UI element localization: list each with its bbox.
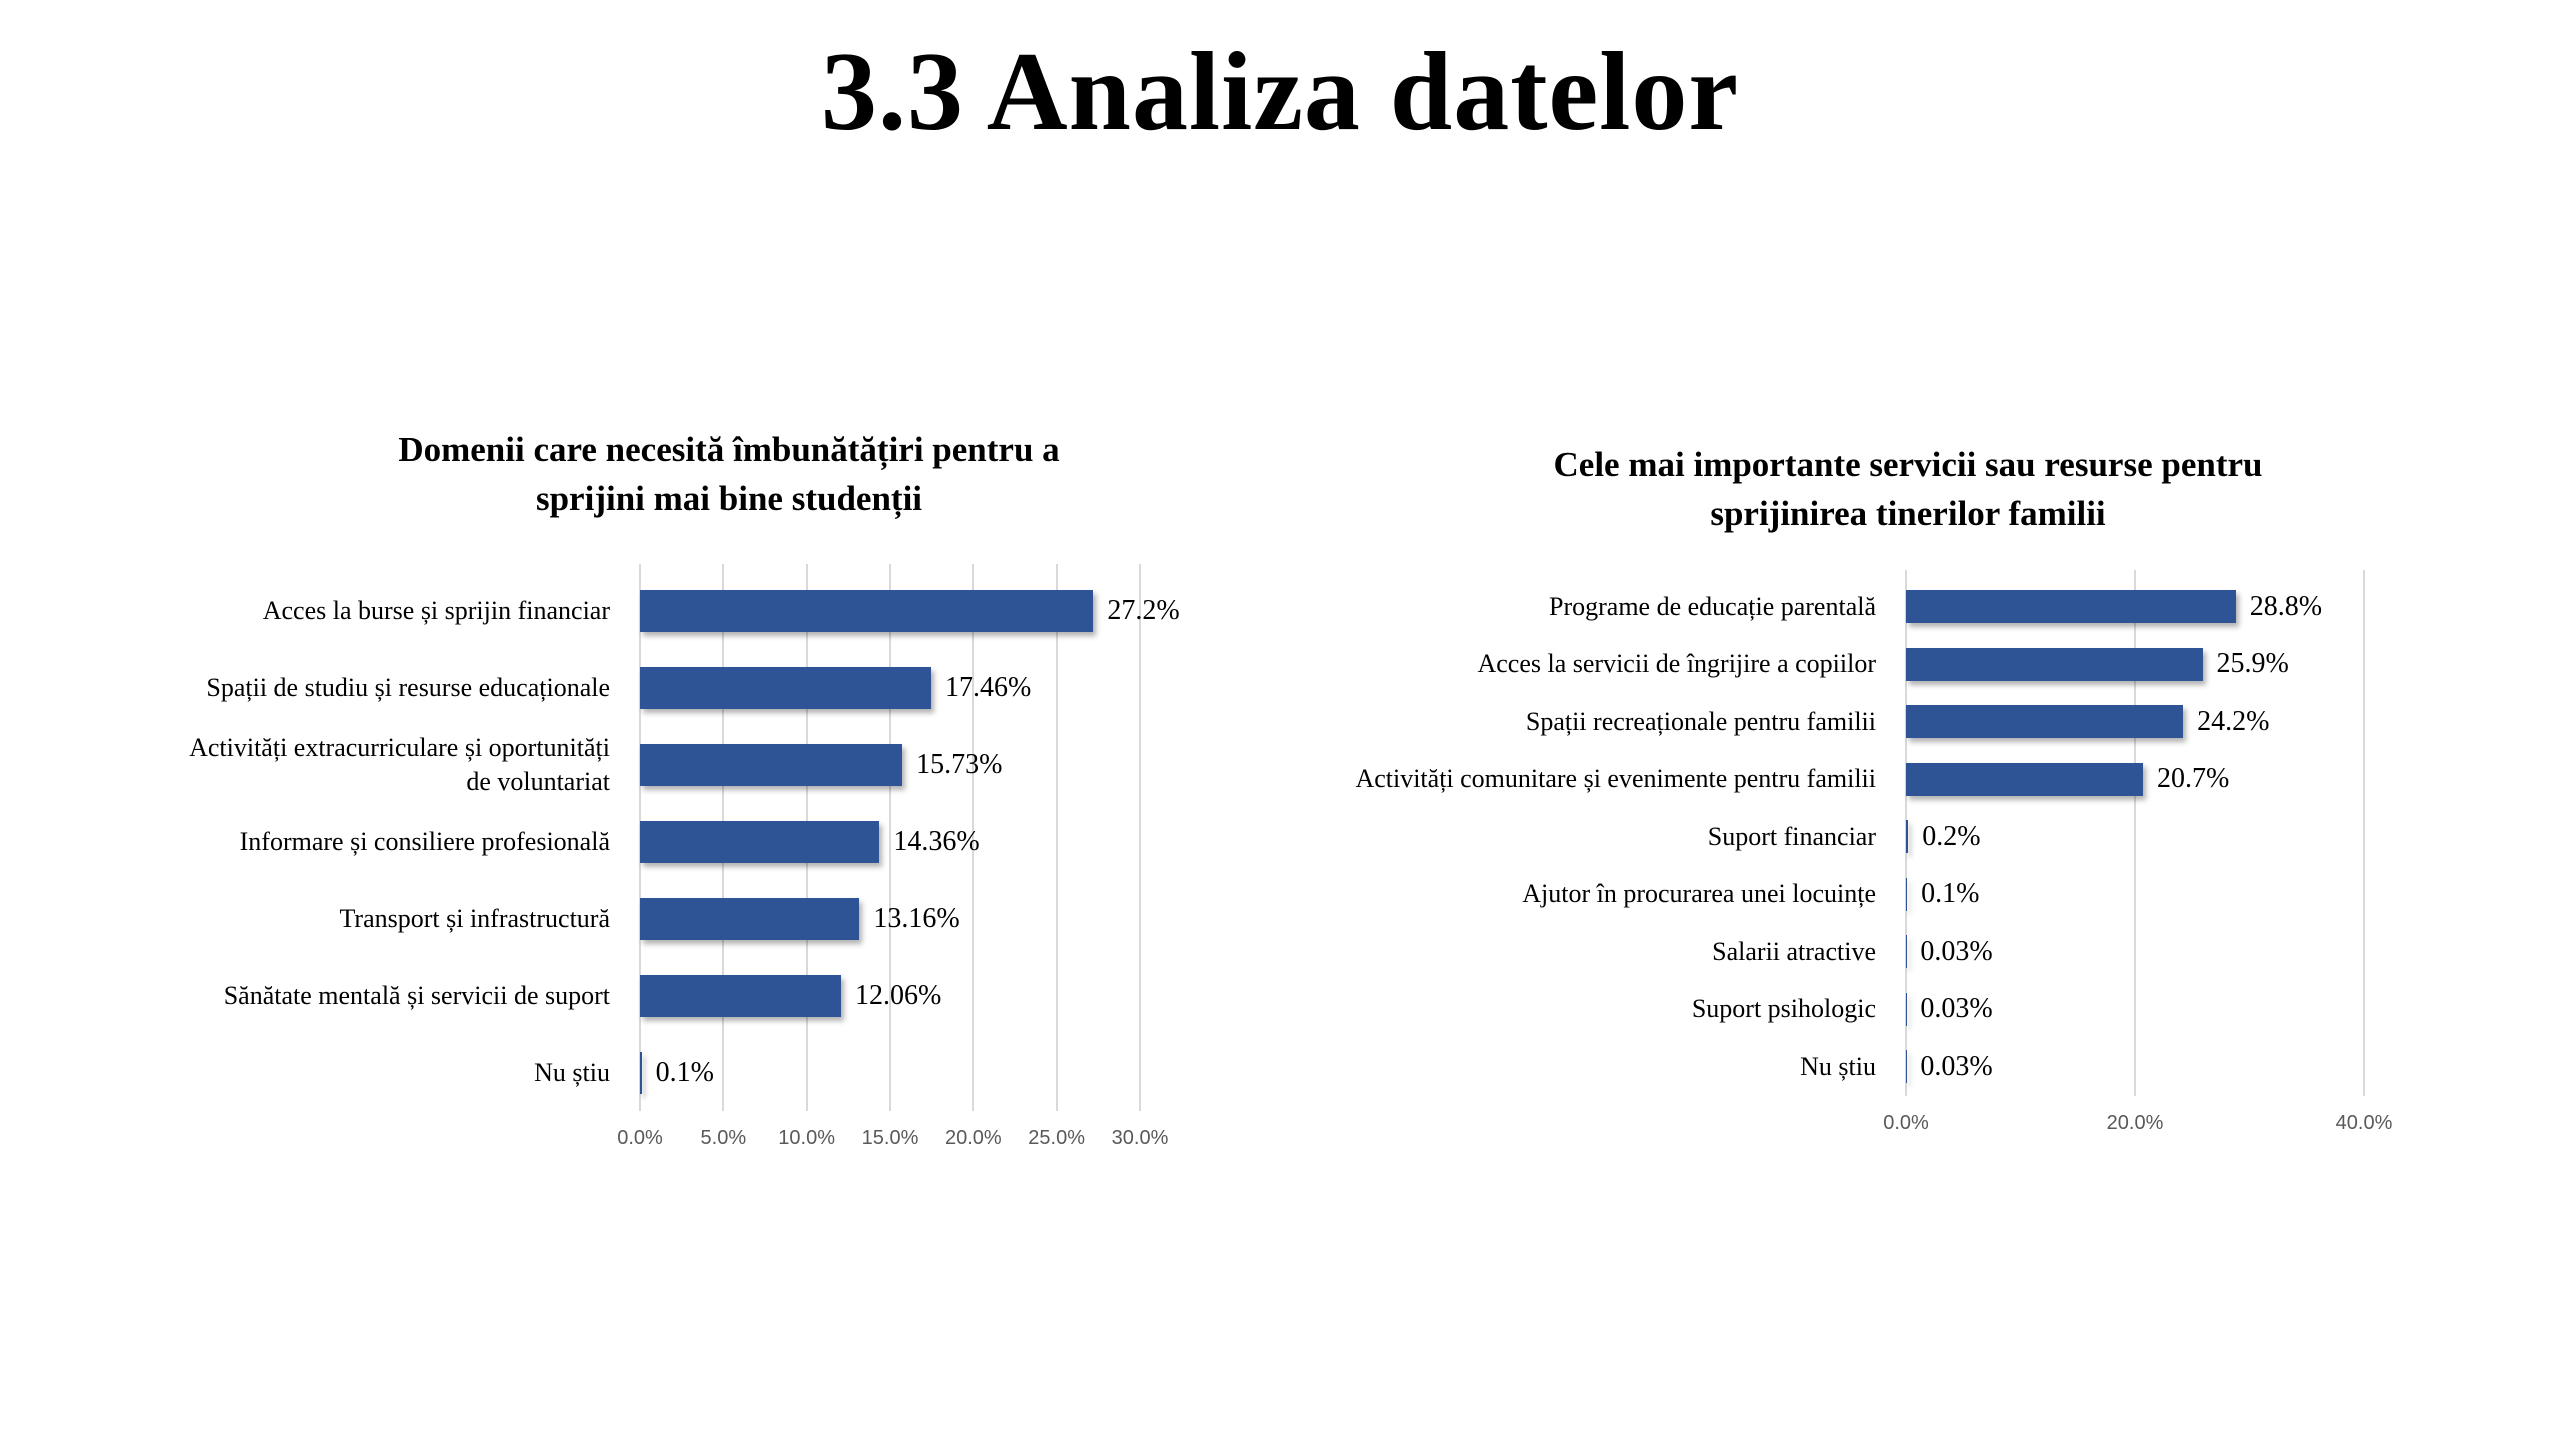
bar — [640, 666, 931, 709]
bar-track: 0.03% — [1906, 1038, 2364, 1096]
bar-track: 12.06% — [640, 957, 1140, 1034]
chart-row: Ajutor în procurarea unei locuințe 0.1% — [1268, 866, 2478, 924]
chart-row: Nu știu 0.1% — [130, 1034, 1290, 1111]
category-label: Sănătate mentală și servicii de suport — [223, 980, 610, 1010]
value-label: 28.8% — [2249, 590, 2323, 622]
x-axis: 0.0% 5.0% 10.0% 15.0% 20.0% 25.0% 30.0% — [617, 1127, 1168, 1163]
chart-row: Spații de studiu și resurse educaționale… — [130, 649, 1290, 726]
value-label: 25.9% — [2216, 648, 2289, 680]
category-label: Suport financiar — [1707, 821, 1876, 851]
category-label: Salarii atractive — [1712, 936, 1876, 966]
chart-row: Spații recreaționale pentru familii 24.2% — [1268, 693, 2478, 751]
chart-row: Informare și consiliere profesională 14.3… — [130, 803, 1290, 880]
bar — [1906, 820, 1909, 854]
chart-row: Programe de educație parentală 28.8% — [1268, 578, 2478, 636]
x-tick-label: 5.0% — [700, 1127, 747, 1149]
bar — [640, 820, 880, 863]
x-tick-label: 15.0% — [861, 1127, 919, 1149]
category-label: Transport și infrastructură — [339, 903, 610, 933]
value-label: 0.03% — [1920, 993, 1993, 1025]
bar — [1906, 877, 1908, 911]
chart-row: Transport și infrastructură 13.16% — [130, 880, 1290, 957]
value-label: 0.03% — [1920, 935, 1993, 967]
chart-row: Acces la burse și sprijin financiar 27.2% — [130, 572, 1290, 649]
plot-area: Acces la burse și sprijin financiar 27.2%… — [130, 564, 1290, 1111]
value-label: 14.36% — [893, 825, 980, 857]
value-label: 0.1% — [655, 1056, 714, 1088]
bar-track: 13.16% — [640, 880, 1140, 957]
bar-track: 0.2% — [1906, 808, 2364, 866]
bar — [640, 897, 860, 940]
bar-track: 28.8% — [1906, 578, 2364, 636]
category-label: Activități extracurriculare și oportunit… — [189, 732, 610, 796]
bar — [1906, 647, 2203, 681]
bar-track: 27.2% — [640, 572, 1180, 649]
bar-track: 15.73% — [640, 726, 1140, 803]
category-label: Spații de studiu și resurse educaționale — [206, 672, 610, 702]
chart-row: Suport financiar 0.2% — [1268, 808, 2478, 866]
category-label: Nu știu — [534, 1057, 610, 1087]
x-tick-label: 0.0% — [1883, 1111, 1929, 1134]
chart-title: Domenii care necesită îmbunătățiri pentr… — [398, 430, 1060, 518]
bar-track: 14.36% — [640, 803, 1140, 880]
bar — [640, 1051, 642, 1094]
bar-track: 24.2% — [1906, 693, 2364, 751]
x-axis: 0.0% 20.0% 40.0% — [1883, 1111, 2392, 1148]
chart-row: Sănătate mentală și servicii de suport 12… — [130, 957, 1290, 1034]
value-label: 15.73% — [916, 748, 1003, 780]
bar — [640, 589, 1094, 632]
value-label: 13.16% — [873, 902, 960, 934]
value-label: 12.06% — [855, 979, 942, 1011]
category-label: Acces la burse și sprijin financiar — [262, 595, 610, 625]
bar-track: 0.1% — [640, 1034, 1140, 1111]
x-tick-label: 20.0% — [2106, 1111, 2164, 1134]
category-label: Suport psihologic — [1691, 994, 1876, 1024]
bar-track: 0.1% — [1906, 866, 2364, 924]
value-label: 0.03% — [1920, 1050, 1993, 1082]
chart-title: Cele mai importante servicii sau resurse… — [1553, 445, 2263, 533]
chart-family-services: Cele mai importante servicii sau resurse… — [1268, 440, 2478, 1148]
page-title: 3.3 Analiza datelor — [820, 30, 1740, 154]
value-label: 27.2% — [1107, 594, 1180, 626]
bar — [1906, 762, 2143, 796]
x-tick-label: 10.0% — [778, 1127, 836, 1149]
bar — [1906, 590, 2236, 624]
bar-track: 0.03% — [1906, 981, 2364, 1039]
value-label: 24.2% — [2197, 705, 2270, 737]
bar-track: 0.03% — [1906, 923, 2364, 981]
category-label: Ajutor în procurarea unei locuințe — [1522, 879, 1876, 909]
plot-area: Programe de educație parentală 28.8% Acces… — [1268, 570, 2478, 1096]
x-tick-label: 25.0% — [1028, 1127, 1086, 1149]
x-tick-label: 40.0% — [2335, 1111, 2393, 1134]
value-label: 20.7% — [2157, 763, 2230, 795]
bar — [640, 974, 841, 1017]
chart-row: Nu știu 0.03% — [1268, 1038, 2478, 1096]
category-label: Activități comunitare și evenimente pent… — [1355, 764, 1876, 794]
category-label: Acces la servicii de îngrijire a copiilo… — [1477, 649, 1876, 679]
x-tick-label: 0.0% — [617, 1127, 663, 1149]
category-label: Informare și consiliere profesională — [239, 826, 610, 856]
value-label: 17.46% — [945, 671, 1032, 703]
chart-row: Suport psihologic 0.03% — [1268, 981, 2478, 1039]
bar-track: 20.7% — [1906, 751, 2364, 809]
category-label: Programe de educație parentală — [1549, 591, 1876, 621]
category-label: Spații recreaționale pentru familii — [1525, 706, 1876, 736]
x-tick-label: 30.0% — [1111, 1127, 1169, 1149]
chart-row: Activități extracurriculare și oportunit… — [130, 726, 1290, 803]
x-tick-label: 20.0% — [944, 1127, 1002, 1149]
bar-track: 17.46% — [640, 649, 1140, 726]
value-label: 0.2% — [1922, 820, 1981, 852]
chart-row: Acces la servicii de îngrijire a copiilo… — [1268, 636, 2478, 694]
bar — [1906, 705, 2184, 739]
value-label: 0.1% — [1921, 878, 1980, 910]
bar — [640, 743, 903, 786]
chart-row: Salarii atractive 0.03% — [1268, 923, 2478, 981]
chart-improvement-domains: Domenii care necesită îmbunătățiri pentr… — [130, 425, 1290, 1163]
category-label: Nu știu — [1800, 1051, 1876, 1081]
chart-row: Activități comunitare și evenimente pent… — [1268, 751, 2478, 809]
bar-track: 25.9% — [1906, 636, 2364, 694]
